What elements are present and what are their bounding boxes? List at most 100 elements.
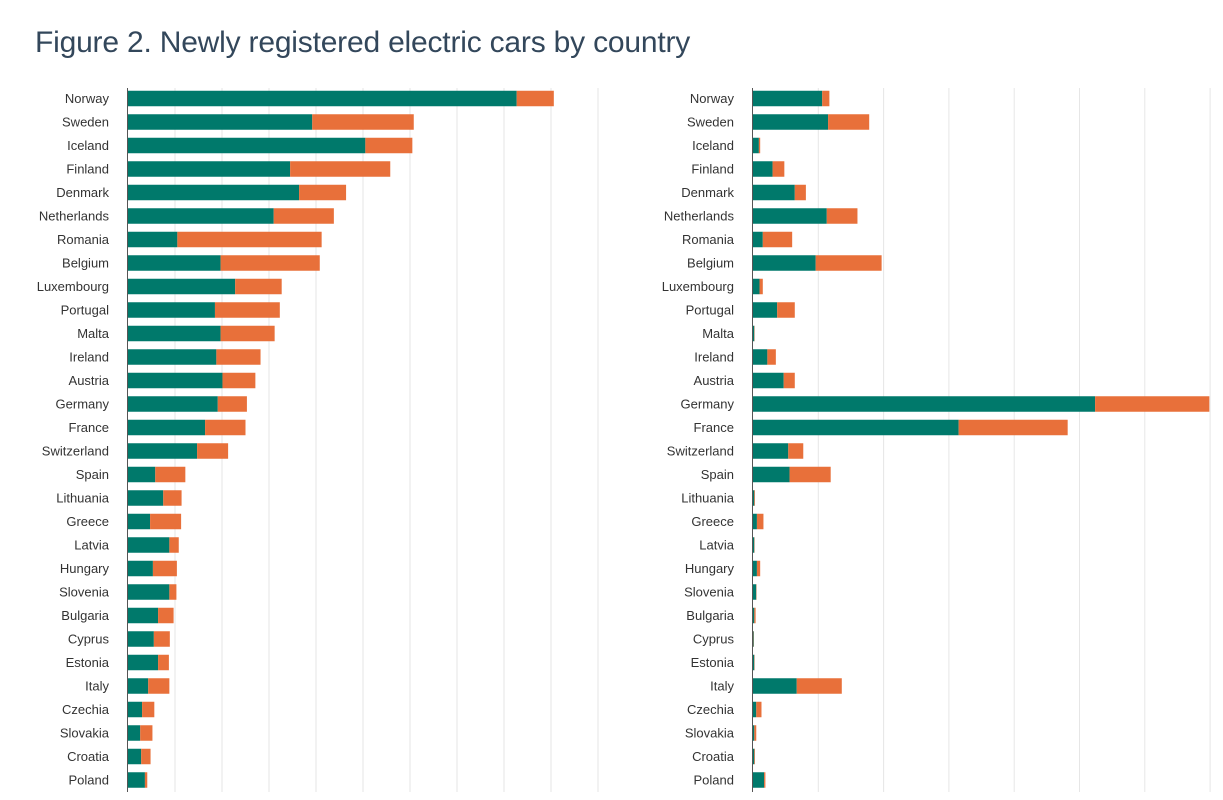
bar-phev-sweden: [828, 114, 870, 130]
category-label-latvia: Latvia: [74, 538, 109, 553]
category-label-switzerland: Switzerland: [667, 444, 734, 459]
bar-phev-italy: [148, 678, 170, 694]
bar-bev-norway: [753, 90, 823, 107]
category-label-bulgaria: Bulgaria: [61, 608, 109, 623]
category-label-estonia: Estonia: [66, 655, 110, 670]
bar-bev-greece: [128, 513, 151, 530]
bar-bev-sweden: [753, 114, 829, 130]
category-label-germany: Germany: [56, 397, 110, 412]
bar-phev-switzerland: [197, 443, 229, 459]
bar-bev-poland: [128, 772, 145, 788]
bar-bev-malta: [128, 325, 221, 342]
bar-bev-slovenia: [753, 584, 757, 600]
bar-phev-luxembourg: [759, 278, 763, 295]
bar-phev-greece: [150, 513, 182, 530]
category-label-spain: Spain: [76, 467, 109, 482]
bar-phev-malta: [220, 325, 275, 342]
bar-bev-finland: [128, 161, 291, 177]
category-label-italy: Italy: [710, 679, 734, 694]
bar-phev-ireland: [767, 349, 776, 365]
category-label-bulgaria: Bulgaria: [686, 608, 734, 623]
bar-bev-france: [753, 419, 959, 436]
category-label-sweden: Sweden: [687, 115, 734, 130]
bar-phev-hungary: [756, 560, 761, 577]
category-label-greece: Greece: [691, 514, 734, 529]
bar-phev-croatia: [141, 748, 151, 765]
bar-bev-estonia: [128, 654, 159, 671]
bar-phev-slovakia: [140, 725, 153, 741]
category-label-france: France: [694, 420, 734, 435]
category-label-luxembourg: Luxembourg: [662, 279, 734, 294]
bar-bev-czechia: [128, 701, 143, 718]
bar-bev-denmark: [753, 184, 795, 201]
category-label-italy: Italy: [85, 679, 109, 694]
bar-bev-italy: [753, 678, 797, 694]
bar-bev-luxembourg: [128, 278, 236, 295]
bar-phev-croatia: [754, 748, 755, 765]
bar-bev-denmark: [128, 184, 300, 201]
bar-bev-croatia: [753, 748, 755, 765]
category-label-belgium: Belgium: [687, 256, 734, 271]
chart-panel-right: Norway Sweden Iceland Finland Denmark Netherl…: [662, 88, 1211, 792]
bar-phev-denmark: [299, 184, 347, 201]
bar-phev-belgium: [220, 255, 320, 271]
category-label-iceland: Iceland: [67, 138, 109, 153]
bar-bev-latvia: [753, 537, 755, 553]
bar-bev-lithuania: [128, 490, 164, 506]
bar-bev-bulgaria: [128, 607, 159, 624]
bar-bev-austria: [128, 372, 223, 389]
category-label-croatia: Croatia: [67, 749, 110, 764]
category-label-romania: Romania: [57, 232, 110, 247]
bar-phev-finland: [290, 161, 391, 177]
bar-bev-netherlands: [753, 208, 827, 224]
bar-phev-slovakia: [754, 725, 757, 741]
bar-bev-slovakia: [128, 725, 141, 741]
bar-bev-bulgaria: [753, 607, 755, 624]
bar-phev-austria: [222, 372, 256, 389]
bar-phev-poland: [764, 772, 766, 788]
category-label-france: France: [69, 420, 109, 435]
bar-bev-spain: [753, 466, 790, 483]
bar-bev-slovenia: [128, 584, 170, 600]
bar-phev-slovenia: [169, 584, 177, 600]
bar-bev-hungary: [753, 560, 757, 577]
category-label-germany: Germany: [681, 397, 735, 412]
category-label-poland: Poland: [694, 773, 734, 788]
category-label-estonia: Estonia: [691, 655, 735, 670]
bar-bev-iceland: [128, 137, 366, 154]
category-label-netherlands: Netherlands: [39, 209, 110, 224]
category-label-malta: Malta: [77, 326, 110, 341]
bar-phev-luxembourg: [235, 278, 282, 295]
category-label-norway: Norway: [65, 91, 110, 106]
bar-phev-italy: [796, 678, 842, 694]
bar-bev-romania: [753, 231, 763, 248]
bar-phev-norway: [822, 90, 830, 107]
category-label-denmark: Denmark: [681, 185, 734, 200]
bar-bev-iceland: [753, 137, 759, 154]
bar-phev-germany: [1095, 396, 1210, 412]
category-label-slovenia: Slovenia: [684, 585, 735, 600]
bar-phev-cyprus: [153, 631, 170, 647]
bar-phev-portugal: [214, 302, 280, 318]
bar-phev-denmark: [794, 184, 806, 201]
bar-bev-portugal: [753, 302, 778, 318]
category-label-romania: Romania: [682, 232, 735, 247]
bar-bev-cyprus: [128, 631, 154, 647]
bar-phev-bulgaria: [158, 607, 174, 624]
bar-bev-estonia: [753, 654, 755, 671]
category-label-czechia: Czechia: [62, 702, 110, 717]
bar-bev-luxembourg: [753, 278, 760, 295]
bar-phev-spain: [789, 466, 831, 483]
bar-bev-norway: [128, 90, 517, 107]
bar-phev-belgium: [815, 255, 882, 271]
category-label-greece: Greece: [66, 514, 109, 529]
chart-title: Figure 2. Newly registered electric cars…: [35, 26, 691, 59]
bar-phev-netherlands: [826, 208, 858, 224]
bar-phev-lithuania: [754, 490, 755, 506]
bar-bev-germany: [128, 396, 218, 412]
bar-bev-belgium: [753, 255, 816, 271]
category-label-austria: Austria: [694, 373, 735, 388]
category-label-spain: Spain: [701, 467, 734, 482]
category-label-belgium: Belgium: [62, 256, 109, 271]
category-label-austria: Austria: [69, 373, 110, 388]
